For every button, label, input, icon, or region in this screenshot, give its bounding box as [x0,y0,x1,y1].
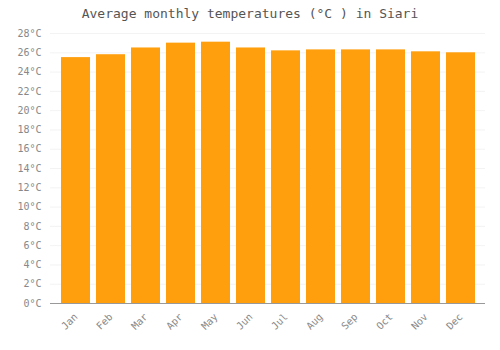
svg-text:8°C: 8°C [23,221,41,232]
html-text:Average monthly temperatures (: Average monthly temperatures (°C ) in Si… [81,6,419,21]
svg-text:Jul: Jul [269,311,290,332]
svg-text:Mar: Mar [129,311,150,332]
svg-text:14°C: 14°C [17,163,41,174]
svg-text:Feb: Feb [94,311,115,332]
svg-text:4°C: 4°C [23,259,41,270]
svg-text:12°C: 12°C [17,182,41,193]
svg-text:Sep: Sep [339,311,360,332]
svg-text:6°C: 6°C [23,240,41,251]
svg-text:2°C: 2°C [23,278,41,289]
svg-text:28°C: 28°C [17,28,41,39]
svg-text:0°C: 0°C [23,298,41,309]
svg-text:Dec: Dec [444,311,465,332]
svg-text:Apr: Apr [164,311,185,332]
svg-text:Aug: Aug [304,311,325,332]
svg-text:Nov: Nov [409,311,430,332]
svg-text:16°C: 16°C [17,143,41,154]
svg-text:22°C: 22°C [17,86,41,97]
svg-text:Oct: Oct [374,311,395,332]
svg-text:20°C: 20°C [17,105,41,116]
svg-text:10°C: 10°C [17,201,41,212]
svg-text:May: May [199,311,220,332]
svg-text:18°C: 18°C [17,124,41,135]
svg-text:26°C: 26°C [17,47,41,58]
svg-text:Jan: Jan [59,311,80,332]
svg-text:Jun: Jun [234,311,255,332]
svg-text:24°C: 24°C [17,66,41,77]
